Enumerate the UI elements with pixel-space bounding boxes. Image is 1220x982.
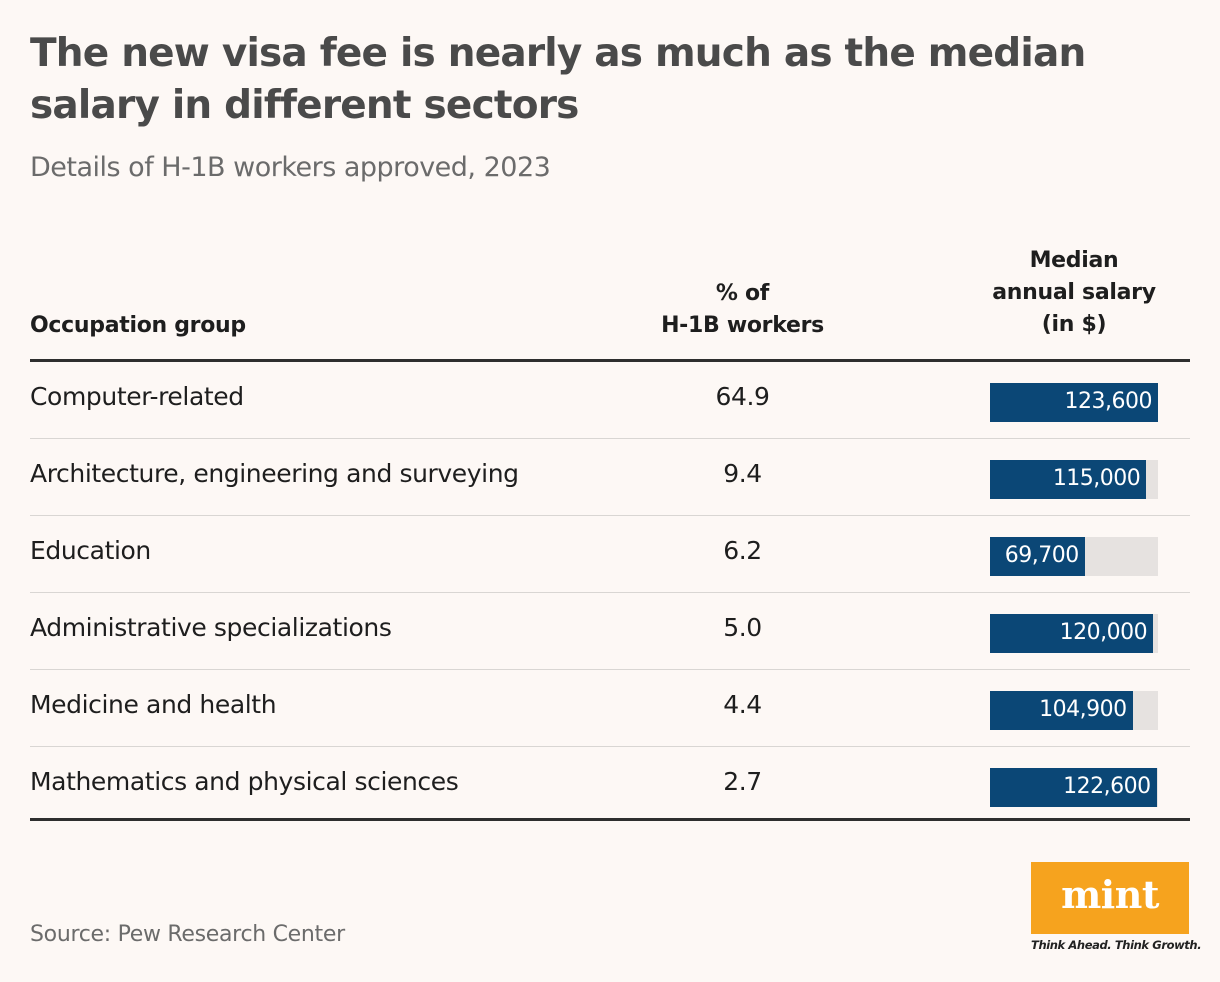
salary-bar: 115,000 (990, 460, 1147, 499)
column-header-pct: % of H-1B workers (600, 278, 885, 342)
table-row: Administrative specializations 5.0 120,0… (30, 593, 1190, 670)
occupation-label: Mathematics and physical sciences (30, 767, 459, 796)
header-rule (30, 359, 1190, 362)
column-header-pct-line2: H-1B workers (661, 313, 824, 338)
occupation-label: Administrative specializations (30, 613, 392, 642)
salary-label: 104,900 (1039, 697, 1127, 722)
column-header-pct-line1: % of (715, 281, 770, 306)
pct-value: 6.2 (723, 536, 762, 565)
table-row: Medicine and health 4.4 104,900 (30, 670, 1190, 747)
occupation-label: Education (30, 536, 151, 565)
salary-bar-track: 115,000 (990, 460, 1158, 499)
salary-bar: 123,600 (990, 383, 1158, 422)
salary-bar-track: 123,600 (990, 383, 1158, 422)
salary-bar: 104,900 (990, 691, 1133, 730)
salary-bar: 120,000 (990, 614, 1154, 653)
salary-label: 120,000 (1059, 620, 1148, 645)
column-header-salary-line2: annual salary (992, 280, 1156, 305)
salary-bar-track: 69,700 (990, 537, 1158, 576)
table-row: Architecture, engineering and surveying … (30, 439, 1190, 516)
salary-bar: 69,700 (990, 537, 1085, 576)
salary-label: 69,700 (1004, 543, 1079, 568)
occupation-label: Architecture, engineering and surveying (30, 459, 519, 488)
salary-bar: 122,600 (990, 768, 1157, 807)
table-row: Mathematics and physical sciences 2.7 12… (30, 747, 1190, 823)
chart-subtitle: Details of H-1B workers approved, 2023 (30, 152, 551, 183)
column-header-salary: Median annual salary (in $) (960, 245, 1188, 341)
column-header-occupation: Occupation group (30, 313, 246, 338)
mint-logo: mint (1031, 862, 1189, 934)
pct-value: 2.7 (723, 767, 762, 796)
mint-tagline: Think Ahead. Think Growth. (1031, 938, 1202, 952)
footer-rule (30, 818, 1190, 821)
occupation-label: Medicine and health (30, 690, 277, 719)
salary-bar-track: 122,600 (990, 768, 1158, 807)
salary-bar-track: 120,000 (990, 614, 1158, 653)
table-row: Computer-related 64.9 123,600 (30, 362, 1190, 439)
pct-value: 9.4 (723, 459, 762, 488)
pct-value: 64.9 (715, 382, 770, 411)
mint-logo-wordmark: mint (1061, 872, 1159, 917)
chart-title: The new visa fee is nearly as much as th… (30, 31, 1086, 128)
occupation-label: Computer-related (30, 382, 244, 411)
salary-label: 122,600 (1063, 774, 1151, 799)
table-body: Computer-related 64.9 123,600 Architectu… (30, 362, 1190, 823)
salary-bar-track: 104,900 (990, 691, 1158, 730)
source-note: Source: Pew Research Center (30, 922, 345, 947)
pct-value: 5.0 (723, 613, 762, 642)
column-header-salary-line3: (in $) (1041, 312, 1107, 337)
salary-label: 123,600 (1064, 389, 1153, 414)
salary-label: 115,000 (1052, 466, 1141, 491)
column-header-salary-line1: Median (1029, 248, 1119, 273)
table-row: Education 6.2 69,700 (30, 516, 1190, 593)
pct-value: 4.4 (723, 690, 762, 719)
